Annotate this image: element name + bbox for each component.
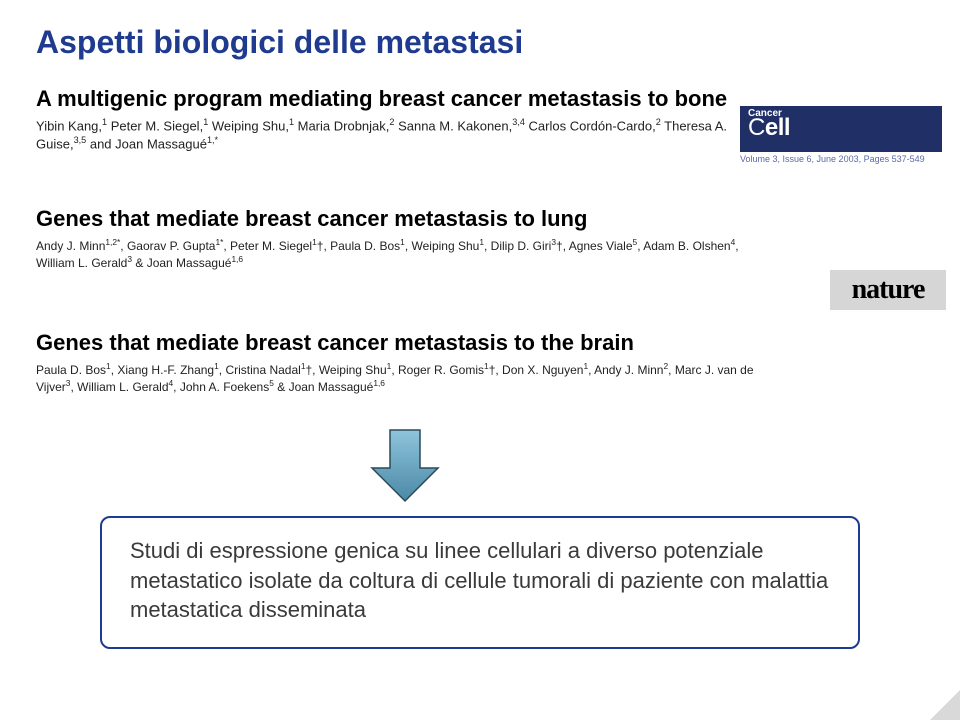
summary-text: Studi di espressione genica su linee cel… <box>130 538 828 622</box>
summary-box: Studi di espressione genica su linee cel… <box>100 516 860 649</box>
cancer-cell-badge: Cancer Cell <box>740 106 942 152</box>
nature-badge: nature <box>830 270 946 310</box>
cancer-cell-citation: Volume 3, Issue 6, June 2003, Pages 537-… <box>740 154 925 164</box>
paper-brain-title: Genes that mediate breast cancer metasta… <box>36 330 756 355</box>
paper-lung: Genes that mediate breast cancer metasta… <box>36 206 756 271</box>
paper-brain: Genes that mediate breast cancer metasta… <box>36 330 756 395</box>
paper-bone: A multigenic program mediating breast ca… <box>36 86 756 152</box>
paper-bone-authors: Yibin Kang,1 Peter M. Siegel,1 Weiping S… <box>36 117 756 152</box>
down-arrow-icon <box>370 428 440 508</box>
paper-lung-title: Genes that mediate breast cancer metasta… <box>36 206 756 231</box>
paper-bone-title: A multigenic program mediating breast ca… <box>36 86 756 111</box>
page-corner-fold-icon <box>930 690 960 720</box>
paper-lung-authors: Andy J. Minn1,2*, Gaorav P. Gupta1*, Pet… <box>36 237 756 271</box>
slide-title: Aspetti biologici delle metastasi <box>0 0 960 61</box>
cancer-cell-main-label: Cell <box>748 117 936 139</box>
paper-brain-authors: Paula D. Bos1, Xiang H.-F. Zhang1, Crist… <box>36 361 756 395</box>
